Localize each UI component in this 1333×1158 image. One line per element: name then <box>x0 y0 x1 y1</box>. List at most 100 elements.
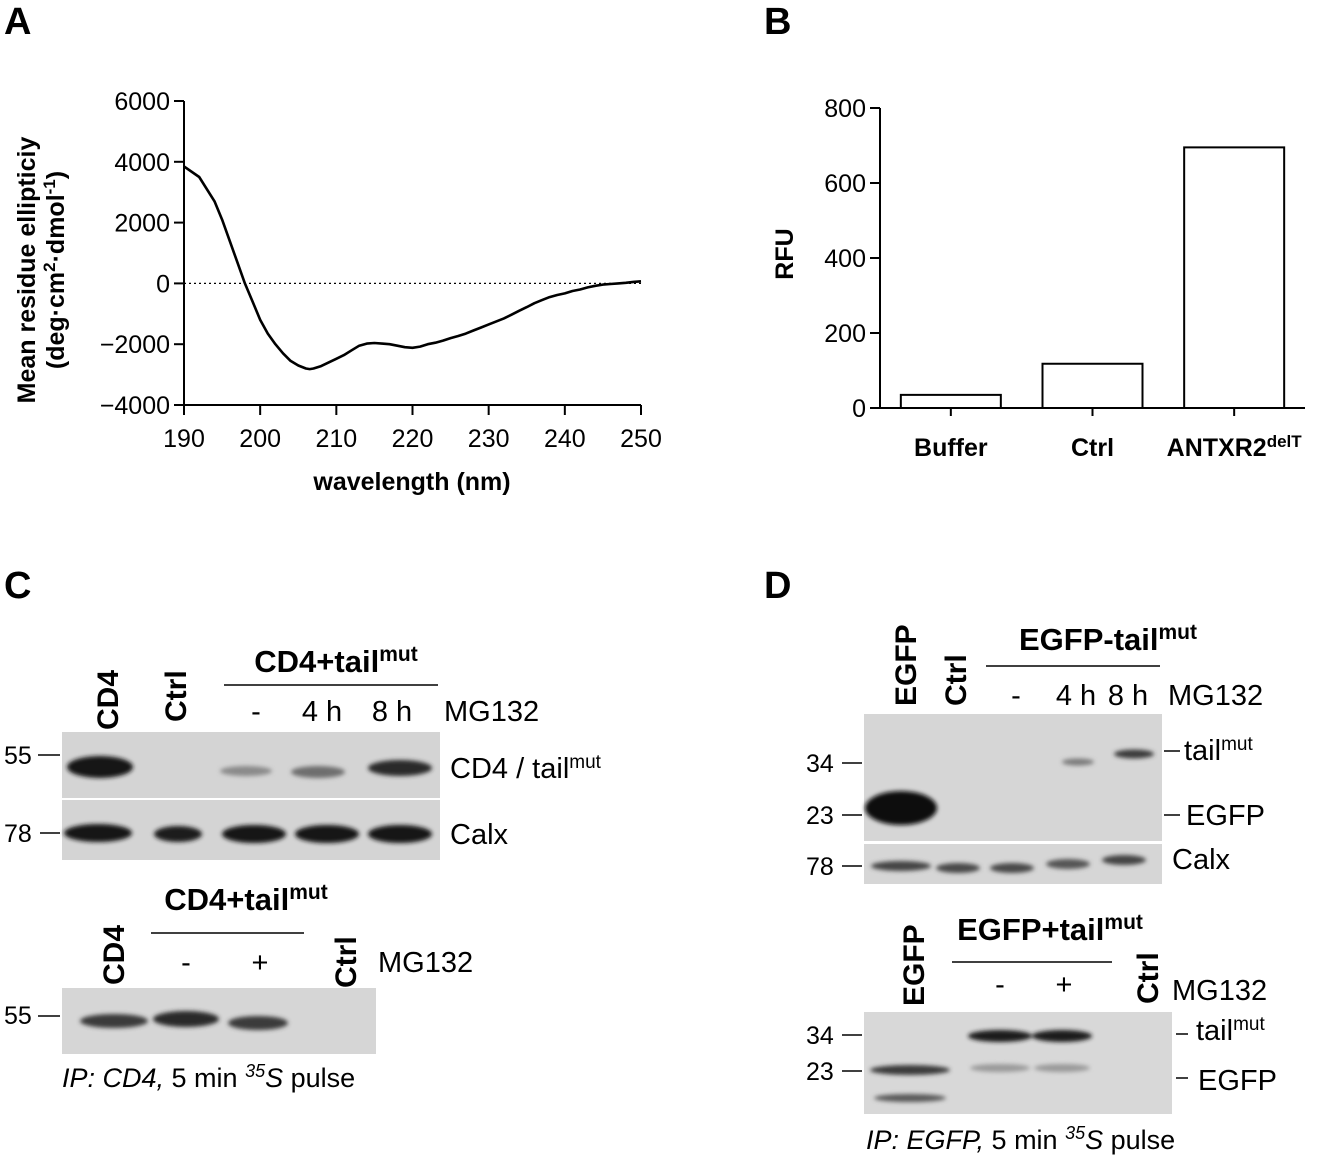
mw-marker: 23 <box>806 1058 834 1086</box>
band <box>67 756 133 778</box>
band <box>368 825 432 843</box>
mw-marker: 23 <box>806 802 834 830</box>
band-label-egfp: EGFP <box>1186 800 1265 832</box>
mw-marker: 78 <box>4 820 32 848</box>
treatment-name: MG132 <box>1172 975 1267 1007</box>
band <box>865 791 937 825</box>
x-tick-label: 200 <box>239 425 281 453</box>
band <box>228 1016 288 1030</box>
bands-calx <box>64 824 432 843</box>
band-label-cd4-tail: CD4 / tailmut <box>450 752 602 786</box>
band <box>1046 859 1090 869</box>
caption-ip: IP: EGFP, 5 min 35S pulse <box>866 1123 1175 1155</box>
panel-a-plot: −4000 −2000 0 2000 4000 6000 190 200 210 220 230 24… <box>100 88 662 453</box>
band <box>220 766 272 776</box>
x-tick-label: 240 <box>544 425 586 453</box>
band <box>936 863 980 873</box>
panel-c-letter: C <box>4 565 31 607</box>
x-tick-label: 190 <box>163 425 205 453</box>
band <box>1032 1030 1092 1042</box>
band <box>1034 1064 1090 1072</box>
y-tick-label: 600 <box>824 170 866 198</box>
treatment-label: 4 h <box>1056 680 1096 712</box>
y-axis-label-line2: (deg·cm2·dmol-1) <box>40 171 71 369</box>
treatment-label: 8 h <box>372 696 412 728</box>
y-tick-label: 800 <box>824 95 866 123</box>
band <box>154 826 202 842</box>
lane-label-ctrl: Ctrl <box>330 936 363 988</box>
bar <box>899 393 1002 409</box>
lane-label-ctrl: Ctrl <box>1132 952 1165 1004</box>
lane-label-cd4: CD4 <box>98 925 131 985</box>
treatment-name: MG132 <box>444 696 539 728</box>
mw-marker: 34 <box>806 1022 834 1050</box>
panel-d: D EGFP Ctrl EGFP-tailmut - 4 h 8 h MG132… <box>764 565 1277 1155</box>
band-label-calx: Calx <box>1172 844 1231 876</box>
band <box>990 863 1034 873</box>
band <box>291 766 345 778</box>
bands-cd4-tail <box>67 756 432 778</box>
y-axis-label-line1: Mean residue ellipticiy <box>13 137 41 404</box>
band <box>64 824 132 842</box>
bar <box>1041 362 1144 409</box>
panel-b-letter: B <box>764 1 791 43</box>
band <box>968 1030 1032 1042</box>
panel-b: B RFU 0 200 400 600 800 Buffer Ctrl ANTXR2delT <box>764 1 1305 462</box>
band <box>368 760 432 776</box>
band <box>970 1064 1030 1072</box>
y-tick-label: −4000 <box>100 392 170 420</box>
panel-a-ylabel: Mean residue ellipticiy (deg·cm2·dmol-1) <box>13 137 70 404</box>
panel-b-plot: 0 200 400 600 800 Buffer Ctrl ANTXR2delT <box>824 95 1305 462</box>
y-tick-label: 2000 <box>114 210 170 238</box>
band <box>1114 749 1154 759</box>
y-tick-label: 400 <box>824 245 866 273</box>
lane-label-ctrl: Ctrl <box>940 654 973 706</box>
band <box>295 825 359 843</box>
treatment-name: MG132 <box>378 947 473 979</box>
x-tick-label: 250 <box>620 425 662 453</box>
y-tick-label: −2000 <box>100 331 170 359</box>
mw-marker: 55 <box>4 1002 32 1030</box>
band <box>80 1014 148 1028</box>
x-axis-label: wavelength (nm) <box>312 468 510 496</box>
bands-calx <box>871 855 1146 873</box>
treatment-name: MG132 <box>1168 680 1263 712</box>
y-tick-label: 0 <box>852 395 866 423</box>
band <box>153 1011 219 1027</box>
band-label-egfp: EGFP <box>1198 1065 1277 1097</box>
bands-egfp-tail <box>865 749 1154 825</box>
group-label-egfp-tail: EGFP+tailmut <box>957 911 1143 948</box>
mw-marker: 34 <box>806 750 834 778</box>
group-label-cd4-tail: CD4+tailmut <box>164 881 327 918</box>
band <box>1102 855 1146 865</box>
group-label-cd4-tail: CD4+tailmut <box>254 643 417 680</box>
band <box>1062 758 1094 766</box>
panel-a-letter: A <box>4 1 31 43</box>
treatment-label: 8 h <box>1108 680 1148 712</box>
lane-label-cd4: CD4 <box>92 670 125 730</box>
band <box>874 1094 946 1102</box>
treatment-label: - <box>181 947 191 979</box>
category-label: ANTXR2delT <box>1167 432 1303 463</box>
treatment-label: 4 h <box>302 696 342 728</box>
treatment-label: - <box>1011 680 1021 712</box>
treatment-label: - <box>995 969 1005 1001</box>
lane-label-egfp: EGFP <box>890 624 923 706</box>
treatment-label: + <box>1056 969 1073 1001</box>
category-label: Buffer <box>914 434 988 462</box>
series-line <box>183 165 642 371</box>
bands-egfp-tail <box>870 1030 1092 1102</box>
band-label-calx: Calx <box>450 819 509 851</box>
lane-label-ctrl: Ctrl <box>160 670 193 722</box>
panel-d-letter: D <box>764 565 791 607</box>
treatment-label: + <box>252 947 269 979</box>
bar <box>1183 146 1286 409</box>
category-label: Ctrl <box>1071 434 1114 462</box>
y-tick-label: 6000 <box>114 88 170 116</box>
y-tick-label: 4000 <box>114 149 170 177</box>
mw-marker: 78 <box>806 853 834 881</box>
band <box>222 825 286 843</box>
x-tick-label: 220 <box>392 425 434 453</box>
caption-ip: IP: CD4, 5 min 35S pulse <box>62 1061 355 1093</box>
y-tick-label: 200 <box>824 320 866 348</box>
